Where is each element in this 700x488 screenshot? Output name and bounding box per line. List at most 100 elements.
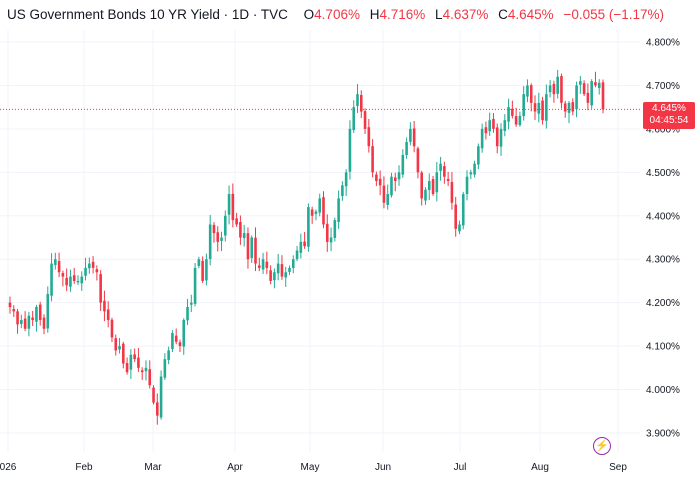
candle: [416, 146, 420, 179]
candle: [208, 214, 212, 266]
candle-body: [156, 402, 159, 416]
candle-body: [144, 367, 148, 372]
candle-body: [586, 92, 590, 103]
candle-body: [171, 333, 174, 349]
candle: [246, 227, 250, 269]
candle: [465, 170, 469, 201]
high-label: H: [369, 7, 380, 22]
candle-body: [348, 128, 352, 172]
high-value: 4.716%: [379, 7, 426, 22]
candle-body: [458, 224, 461, 232]
candle: [16, 308, 19, 334]
candle-body: [405, 141, 408, 156]
candle: [537, 92, 541, 123]
candle-body: [91, 261, 95, 268]
candle-body: [492, 118, 495, 129]
candle-body: [314, 211, 318, 214]
candle-body: [541, 100, 544, 121]
candle-body: [537, 102, 541, 114]
candle-body: [99, 274, 102, 303]
candle-body: [76, 280, 80, 283]
candle-body: [110, 319, 114, 338]
candle-body: [310, 209, 314, 216]
candle: [499, 123, 503, 156]
candle: [193, 263, 197, 307]
candle: [409, 122, 412, 146]
candle-body: [473, 163, 476, 175]
candle: [533, 95, 537, 120]
candle-body: [507, 107, 510, 122]
candle: [163, 353, 167, 380]
candle-body: [223, 215, 227, 236]
candle: [159, 370, 163, 420]
candle: [291, 255, 295, 274]
candle-body: [193, 267, 197, 304]
candle-body: [571, 102, 575, 112]
open-value: 4.706%: [314, 7, 360, 22]
candle-body: [548, 85, 552, 93]
candle: [239, 215, 242, 245]
candle: [322, 191, 325, 229]
candle: [492, 113, 495, 133]
candle-body: [159, 376, 163, 418]
candle-body: [261, 259, 265, 270]
candle: [20, 314, 23, 329]
candle: [435, 161, 439, 202]
y-tick-label: 4.100%: [646, 342, 680, 353]
candle: [390, 172, 393, 198]
candle: [99, 270, 102, 312]
candle: [144, 360, 148, 381]
candle-body: [529, 85, 533, 103]
grid: [0, 30, 640, 452]
candle: [552, 80, 556, 103]
candle-body: [148, 369, 152, 386]
candle-body: [390, 176, 393, 196]
candle-body: [288, 267, 291, 272]
candle: [458, 220, 461, 235]
candle: [54, 252, 57, 270]
candle-body: [118, 346, 121, 350]
candle: [235, 212, 238, 227]
candle: [367, 118, 371, 153]
candle: [84, 257, 87, 281]
candle-body: [246, 233, 250, 260]
candle-body: [57, 261, 61, 273]
candle-body: [427, 181, 431, 191]
candle: [76, 275, 80, 285]
candle-body: [295, 250, 299, 260]
candle: [88, 257, 91, 274]
candle: [122, 341, 125, 369]
candle-body: [356, 94, 359, 107]
candle-body: [556, 76, 559, 94]
candle: [541, 96, 544, 125]
x-tick-label: Jul: [454, 462, 467, 473]
candle-body: [197, 259, 201, 266]
candle-body: [477, 146, 480, 165]
candle: [212, 222, 216, 243]
candle: [310, 206, 314, 224]
candle-body: [35, 307, 38, 322]
candle-body: [95, 269, 99, 273]
candle: [469, 169, 473, 180]
candle: [269, 265, 272, 285]
low-value: 4.637%: [442, 7, 489, 22]
candle-body: [227, 194, 231, 215]
candle-body: [465, 176, 469, 195]
candle-body: [16, 311, 19, 325]
candle-body: [27, 315, 31, 329]
candle: [371, 139, 374, 178]
candle-body: [325, 223, 329, 242]
candle: [420, 170, 424, 206]
candle: [114, 334, 118, 356]
lightning-icon[interactable]: ⚡: [593, 437, 611, 455]
candle-body: [38, 304, 42, 321]
candle-body: [254, 237, 257, 264]
candle-body: [488, 120, 491, 132]
candle-body: [273, 272, 276, 281]
countdown-timer: 04:45:54: [649, 115, 689, 126]
candle: [303, 232, 306, 249]
candle: [507, 98, 510, 130]
candle-body: [84, 267, 87, 276]
candle: [446, 171, 450, 186]
